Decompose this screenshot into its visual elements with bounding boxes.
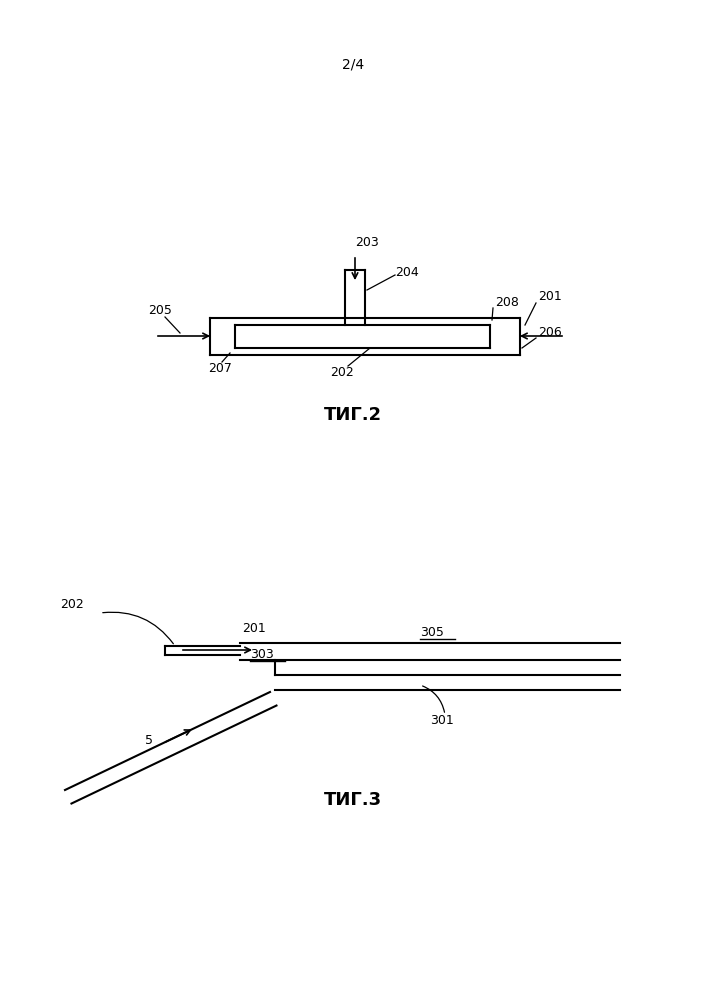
Text: 202: 202 [60, 598, 83, 611]
Text: 204: 204 [395, 265, 419, 278]
Text: 205: 205 [148, 304, 172, 316]
Text: ΤИГ.3: ΤИГ.3 [324, 791, 382, 809]
Text: 5: 5 [145, 734, 153, 746]
Text: 303: 303 [250, 648, 274, 662]
Text: 206: 206 [538, 326, 562, 338]
Text: 208: 208 [495, 296, 519, 308]
Text: 201: 201 [242, 621, 266, 635]
Text: 201: 201 [538, 290, 562, 302]
Text: 301: 301 [430, 714, 454, 726]
Text: 207: 207 [208, 361, 232, 374]
Text: 203: 203 [355, 236, 379, 249]
Text: 2/4: 2/4 [342, 58, 364, 72]
Text: ΤИГ.2: ΤИГ.2 [324, 406, 382, 424]
Text: 202: 202 [330, 365, 354, 378]
Text: 305: 305 [420, 626, 444, 640]
